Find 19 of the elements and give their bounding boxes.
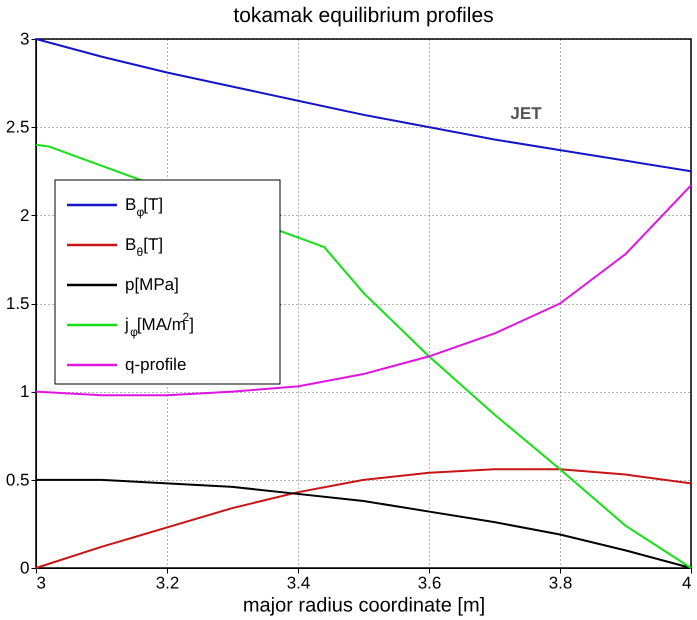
- legend-label: q-profile: [125, 355, 186, 374]
- x-tick-label: 3.2: [156, 574, 180, 592]
- y-tick-label: 1: [20, 382, 30, 402]
- x-axis-title: major radius coordinate [m]: [242, 594, 486, 616]
- x-tick-label: 3.4: [286, 574, 310, 592]
- annotation: JET: [510, 104, 542, 123]
- y-tick-label: 2.5: [6, 118, 30, 137]
- x-tick-label: 3.8: [548, 574, 572, 592]
- x-tick-label: 3: [36, 574, 46, 592]
- y-tick-label: 2: [20, 206, 30, 225]
- line-series: [35, 184, 692, 396]
- chart-title: tokamak equilibrium profiles: [233, 4, 494, 27]
- y-tick-label: 0: [20, 558, 30, 578]
- y-tick-label: 3: [20, 30, 30, 48]
- x-tick-label: 3.6: [418, 574, 442, 592]
- y-tick-label: 1.5: [6, 294, 30, 313]
- y-tick-label: 0.5: [6, 470, 30, 490]
- x-tick-label: 4: [682, 574, 692, 592]
- legend-label: p[MPa]: [125, 275, 179, 294]
